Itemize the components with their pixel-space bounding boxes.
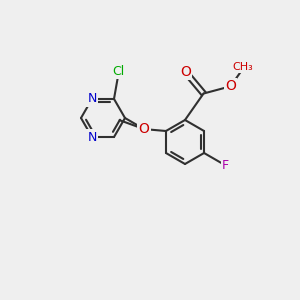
Text: F: F: [222, 159, 229, 172]
Text: N: N: [87, 130, 97, 144]
Text: O: O: [180, 65, 191, 79]
Text: O: O: [139, 122, 149, 136]
Text: Cl: Cl: [113, 65, 125, 78]
Text: CH₃: CH₃: [233, 62, 254, 72]
Text: N: N: [87, 92, 97, 105]
Text: O: O: [225, 79, 236, 93]
